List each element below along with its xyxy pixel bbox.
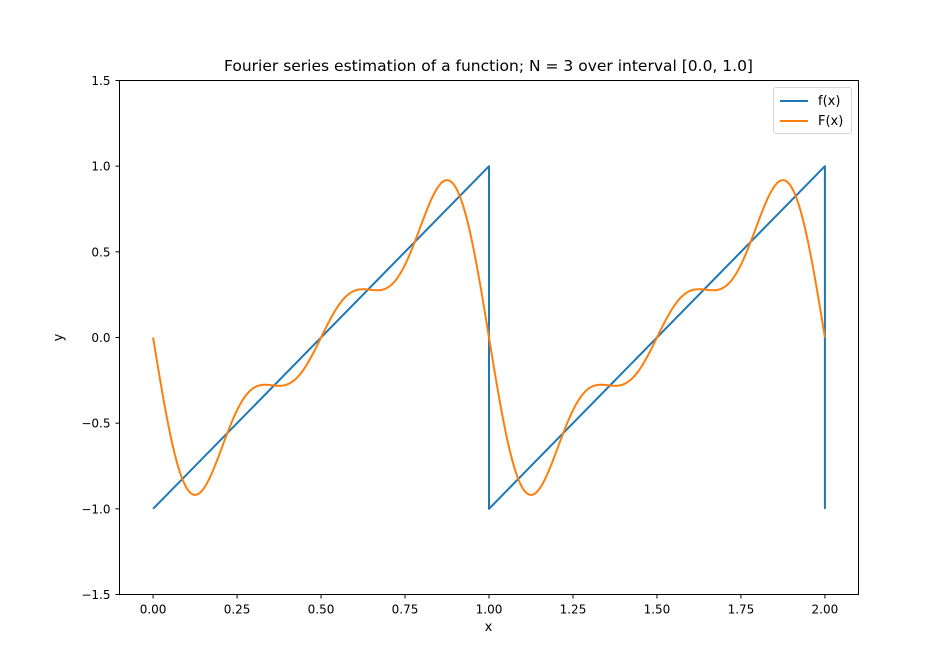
svg-text:−0.5: −0.5 xyxy=(81,417,110,431)
legend-item-f: f(x) xyxy=(780,92,840,110)
svg-text:0.25: 0.25 xyxy=(224,603,251,617)
chart-title: Fourier series estimation of a function;… xyxy=(224,57,753,75)
y-axis-label: y xyxy=(51,333,67,342)
svg-text:−1.0: −1.0 xyxy=(81,502,110,516)
series-line-1 xyxy=(152,179,826,496)
legend-label-F: F(x) xyxy=(818,113,844,129)
svg-text:0.50: 0.50 xyxy=(308,603,335,617)
svg-text:1.25: 1.25 xyxy=(560,603,587,617)
legend-swatch-f xyxy=(780,100,808,102)
svg-text:0.5: 0.5 xyxy=(91,245,110,259)
plot-lines xyxy=(152,165,826,510)
svg-text:0.0: 0.0 xyxy=(91,331,110,345)
legend-item-F: F(x) xyxy=(780,112,843,130)
svg-text:0.00: 0.00 xyxy=(140,603,167,617)
svg-text:1.0: 1.0 xyxy=(91,160,110,174)
legend-label-f: f(x) xyxy=(818,93,841,109)
svg-text:0.75: 0.75 xyxy=(392,603,419,617)
x-axis-label: x xyxy=(484,620,493,635)
svg-text:1.75: 1.75 xyxy=(728,603,755,617)
series-line-0 xyxy=(152,165,826,510)
svg-text:1.50: 1.50 xyxy=(644,603,671,617)
legend-swatch-F xyxy=(780,120,808,122)
x-axis-ticks: 0.00 0.25 0.50 0.75 1.00 1.25 1.50 1.75 2.00 xyxy=(140,594,839,617)
svg-text:1.5: 1.5 xyxy=(91,74,110,88)
legend: f(x) F(x) xyxy=(773,87,852,134)
svg-text:−1.5: −1.5 xyxy=(81,588,110,602)
y-axis-ticks: 1.5 1.0 0.5 0.0 −0.5 −1.0 −1.5 xyxy=(81,74,120,602)
svg-text:1.00: 1.00 xyxy=(476,603,503,617)
svg-text:2.00: 2.00 xyxy=(812,603,839,617)
